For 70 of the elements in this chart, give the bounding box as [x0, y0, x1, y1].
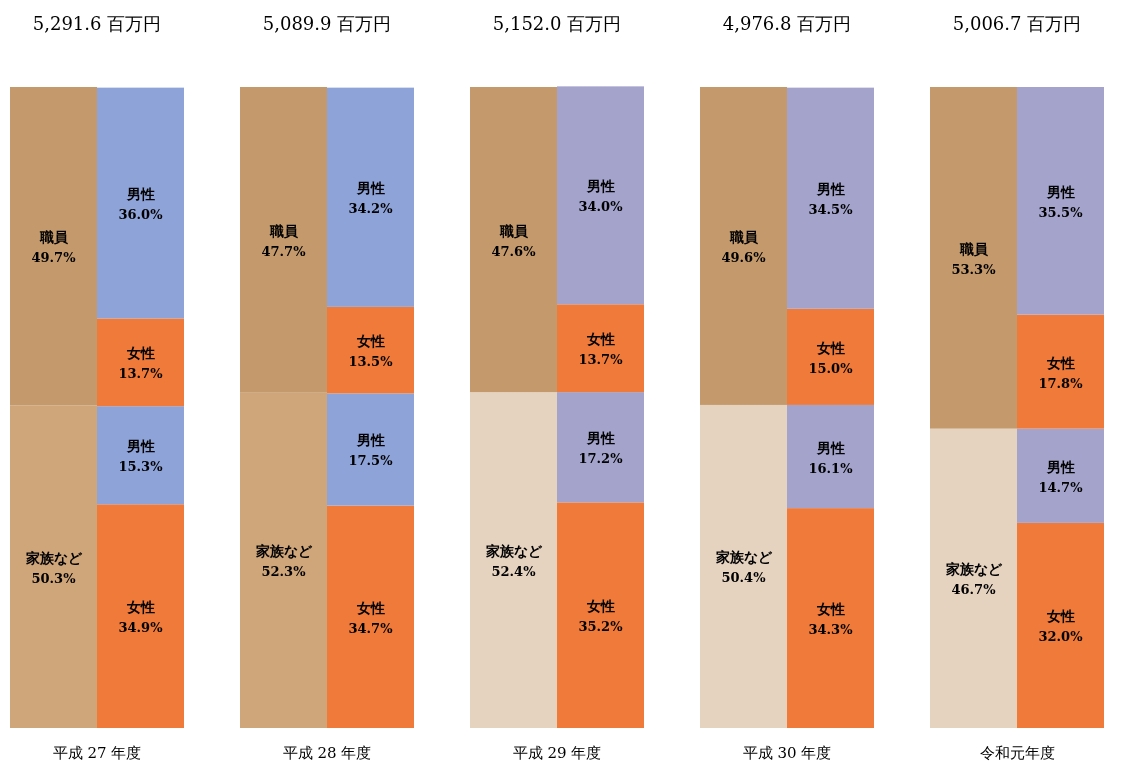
series-label: 女性: [355, 333, 385, 350]
series-label: 職員: [728, 228, 759, 245]
data-label: 16.1%: [808, 460, 854, 476]
series-label: 職員: [38, 229, 69, 246]
series-label: 男性: [815, 181, 845, 198]
series-label: 男性: [585, 430, 615, 447]
data-label: 46.7%: [951, 582, 997, 598]
data-label: 15.0%: [808, 360, 854, 376]
series-label: 職員: [268, 222, 299, 239]
data-label: 34.3%: [808, 622, 854, 638]
series-label: 男性: [355, 432, 385, 449]
data-label: 34.2%: [348, 201, 394, 217]
data-label: 34.9%: [118, 620, 164, 636]
series-label: 職員: [958, 240, 989, 257]
data-label: 34.5%: [808, 202, 854, 218]
chart-title: 5,006.7 百万円: [952, 13, 1082, 34]
series-label: 女性: [1045, 608, 1075, 625]
x-axis-title: 平成 30 年度: [742, 744, 832, 762]
series-label: 男性: [1045, 458, 1075, 475]
chart-title: 5,291.6 百万円: [32, 13, 162, 34]
data-label: 50.3%: [31, 570, 77, 586]
data-label: 13.5%: [348, 354, 394, 370]
data-label: 36.0%: [118, 207, 164, 223]
data-label: 17.2%: [578, 451, 624, 467]
chart-title: 4,976.8 百万円: [722, 13, 852, 34]
series-label: 男性: [125, 438, 155, 455]
data-label: 17.5%: [348, 453, 394, 469]
series-label: 男性: [355, 180, 385, 197]
data-label: 50.4%: [721, 570, 767, 586]
data-label: 47.7%: [261, 243, 307, 259]
data-label: 47.6%: [491, 243, 537, 259]
series-label: 職員: [498, 222, 529, 239]
x-axis-title: 平成 29 年度: [512, 744, 602, 762]
series-label: 女性: [815, 339, 845, 356]
data-label: 32.0%: [1038, 629, 1084, 645]
data-label: 13.7%: [118, 366, 164, 382]
data-label: 49.6%: [721, 249, 767, 265]
data-label: 15.3%: [118, 459, 164, 475]
x-axis-title: 平成 28 年度: [282, 744, 372, 762]
series-label: 家族など: [714, 549, 773, 566]
series-label: 男性: [1045, 183, 1075, 200]
series-label: 男性: [585, 178, 615, 195]
series-label: 女性: [585, 331, 615, 348]
data-label: 35.5%: [1038, 204, 1084, 220]
series-label: 女性: [125, 599, 155, 616]
data-label: 52.3%: [261, 564, 307, 580]
data-label: 53.3%: [951, 261, 997, 277]
series-label: 家族など: [24, 549, 83, 566]
data-label: 34.0%: [578, 199, 624, 215]
series-label: 女性: [355, 599, 385, 616]
data-label: 52.4%: [491, 564, 537, 580]
series-label: 女性: [125, 345, 155, 362]
x-axis-title: 令和元年度: [979, 744, 1055, 762]
series-label: 女性: [815, 601, 845, 618]
series-label: 家族など: [484, 543, 543, 560]
series-label: 家族など: [254, 543, 313, 560]
data-label: 13.7%: [578, 352, 624, 368]
chart-title: 5,152.0 百万円: [492, 13, 622, 34]
data-label: 17.8%: [1038, 375, 1084, 391]
data-label: 35.2%: [578, 619, 624, 635]
series-label: 男性: [125, 186, 155, 203]
series-label: 男性: [815, 439, 845, 456]
chart-title: 5,089.9 百万円: [262, 13, 392, 34]
data-label: 34.7%: [348, 620, 394, 636]
series-label: 女性: [585, 598, 615, 615]
data-label: 49.7%: [31, 250, 77, 266]
x-axis-title: 平成 27 年度: [52, 744, 142, 762]
series-label: 女性: [1045, 354, 1075, 371]
series-label: 家族など: [944, 561, 1003, 578]
data-label: 14.7%: [1038, 479, 1084, 495]
